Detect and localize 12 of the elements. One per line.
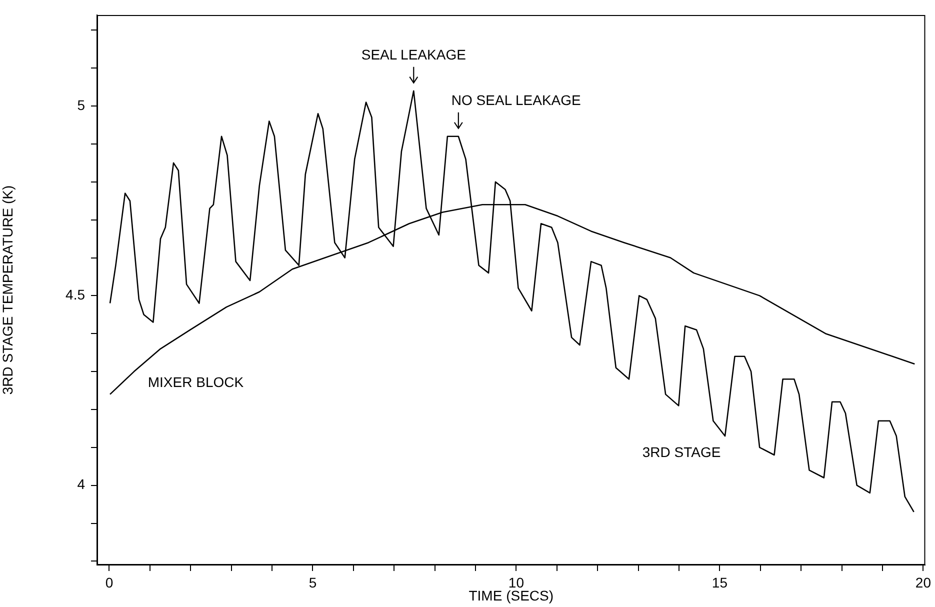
x-tick-label: 20 — [915, 574, 932, 590]
x-tick-label: 15 — [712, 574, 728, 590]
x-tick-label: 5 — [308, 574, 317, 590]
y-axis-title: 3RD STAGE TEMPERATURE (K) — [0, 185, 16, 395]
y-tick-label: 4.5 — [66, 286, 86, 303]
annotation: NO SEAL LEAKAGE — [451, 92, 581, 108]
series-label: 3RD STAGE — [642, 444, 721, 460]
annotation: SEAL LEAKAGE — [361, 46, 466, 63]
y-tick-label: 5 — [77, 96, 86, 113]
series-label: MIXER BLOCK — [148, 374, 244, 390]
x-tick-label: 0 — [105, 574, 114, 590]
y-tick-label: 4 — [77, 476, 86, 492]
